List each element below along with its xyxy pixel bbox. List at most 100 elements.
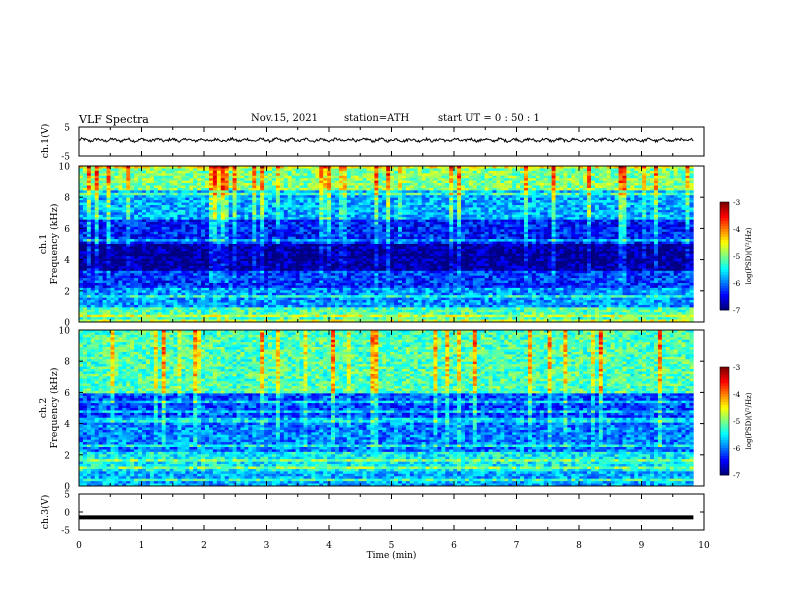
ch1-spectrogram-cell [216, 180, 222, 184]
ch1-spectrogram-cell [445, 173, 450, 177]
ch1-spectrogram-cell [646, 178, 651, 181]
ch1-spectrogram-cell [559, 192, 564, 196]
ch1-spectrogram-cell [590, 214, 596, 218]
ch1-spectrogram-cell [453, 185, 458, 189]
ch1-spectrogram-cell [461, 202, 466, 206]
ch1-spectrogram-cell [429, 180, 434, 184]
ch1-spectrogram-cell [86, 205, 92, 208]
ch1-spectrogram-cell [500, 202, 505, 206]
ch1-spectrogram-cell [524, 226, 529, 230]
ch1-spectrogram-cell [520, 185, 525, 189]
ch1-spectrogram-cell [197, 217, 202, 220]
ch1-spectrogram-cell [689, 226, 694, 230]
ch1-spectrogram-cell [264, 195, 269, 198]
ch1-spectrogram-cell [102, 209, 107, 213]
ch1-spectrogram-cell [145, 226, 151, 230]
ch1-spectrogram-cell [685, 217, 690, 220]
ch1-spectrogram-cell [587, 197, 592, 201]
ch1-spectrogram-cell [334, 175, 340, 179]
ch1-spectrogram-cell [653, 217, 659, 220]
ch1-spectrogram-cell [224, 195, 229, 198]
ch1-spectrogram-cell [413, 219, 418, 223]
ch1-spectrogram-cell [445, 192, 450, 196]
ch1-spectrogram-cell [551, 202, 556, 206]
ch1-spectrogram-cell [590, 239, 596, 242]
ch1-spectrogram-cell [331, 217, 336, 220]
ch1-spectrogram-cell [618, 234, 623, 237]
ch1-spectrogram-cell [205, 187, 210, 191]
ch1-spectrogram-cell [268, 166, 273, 169]
ch1-spectrogram-cell [669, 217, 674, 220]
ch1-spectrogram-cell [102, 231, 107, 235]
ch1-spectrogram-cell [653, 202, 659, 206]
ch1-spectrogram-cell [594, 178, 600, 181]
ch1-spectrogram-cell [437, 234, 442, 237]
ch1-spectrogram-cell [421, 173, 426, 177]
ch1-spectrogram-cell [382, 219, 387, 223]
ch1-spectrogram-cell [350, 195, 355, 198]
ch1-spectrogram-cell [685, 200, 690, 203]
ch1-spectrogram-cell [535, 231, 541, 235]
ch1-spectrogram-cell [177, 178, 182, 181]
ch1-spectrogram-cell [216, 219, 222, 223]
ch1-spectrogram-cell [185, 187, 190, 191]
ch1-spectrogram-cell [559, 190, 564, 194]
ch1-spectrogram-cell [500, 236, 505, 240]
ch1-spectrogram-cell [587, 234, 592, 237]
ch1-spectrogram-cell [445, 217, 450, 220]
ch1-spectrogram-cell [362, 180, 367, 184]
ch1-spectrogram-cell [138, 209, 143, 213]
ch1-spectrogram-cell [153, 231, 159, 235]
ch1-spectrogram-cell [370, 239, 375, 242]
ch1-spectrogram-cell [650, 192, 655, 196]
ch1-spectrogram-cell [378, 229, 383, 233]
ch1-spectrogram-cell [650, 226, 655, 230]
ch1-spectrogram-cell [342, 170, 348, 174]
ch1-spectrogram-cell [102, 183, 107, 186]
ch1-spectrogram-cell [264, 175, 269, 179]
ch1-spectrogram-cell [346, 212, 352, 216]
ch1-spectrogram-cell [398, 166, 403, 169]
ch1-spectrogram-cell [181, 195, 186, 198]
ch1-spectrogram-cell [252, 202, 257, 206]
ch1-spectrogram-cell [114, 187, 119, 191]
ch1-spectrogram-cell [315, 168, 320, 172]
ch1-spectrogram-cell [311, 209, 316, 213]
ch1-spectrogram-cell [370, 178, 375, 181]
ch1-spectrogram-cell [520, 219, 525, 223]
ch1-spectrogram-cell [468, 166, 474, 169]
ch1-spectrogram-cell [145, 222, 151, 225]
ch1-spectrogram-cell [673, 214, 678, 218]
ch1-spectrogram-cell [496, 212, 501, 216]
ch1-spectrogram-cell [334, 197, 340, 201]
ch1-spectrogram-cell [669, 166, 674, 169]
station-label: station=ATH [344, 113, 409, 124]
ch1-spectrogram-cell [539, 214, 545, 218]
ch1-spectrogram-cell [374, 214, 379, 218]
ch1-spectrogram-cell [409, 197, 415, 201]
ch1-spectrogram-cell [539, 217, 545, 220]
ch1-spectrogram-cell [468, 226, 474, 230]
ch1-spectrogram-cell [362, 214, 367, 218]
ch1-spectrogram-cell [579, 212, 584, 216]
ch1-spectrogram-cell [331, 241, 336, 245]
ch1-spectrogram-cell [205, 226, 210, 230]
ch1-spectrogram-cell [248, 229, 253, 233]
ch1-spectrogram-cell [543, 187, 548, 191]
ch1-spectrogram-cell [197, 224, 202, 228]
ch1-spectrogram-cell [386, 190, 391, 194]
ch1-spectrogram-cell [492, 170, 497, 174]
ch1-spectrogram-cell [590, 217, 596, 220]
ch1-spectrogram-cell [354, 178, 359, 181]
ch1-spectrogram-cell [405, 212, 411, 216]
ch1-spectrogram-cell [205, 178, 210, 181]
ch1-spectrogram-cell [527, 222, 533, 225]
ch1-spectrogram-cell [216, 185, 222, 189]
ch1-spectrogram-cell [303, 168, 308, 172]
ch1-spectrogram-cell [512, 200, 517, 203]
ch1-spectrogram-cell [295, 190, 300, 194]
ch1-spectrogram-cell [275, 241, 281, 245]
ch1-spectrogram-cell [425, 180, 430, 184]
ch1-spectrogram-cell [268, 200, 273, 203]
ch1-spectrogram-cell [126, 183, 131, 186]
